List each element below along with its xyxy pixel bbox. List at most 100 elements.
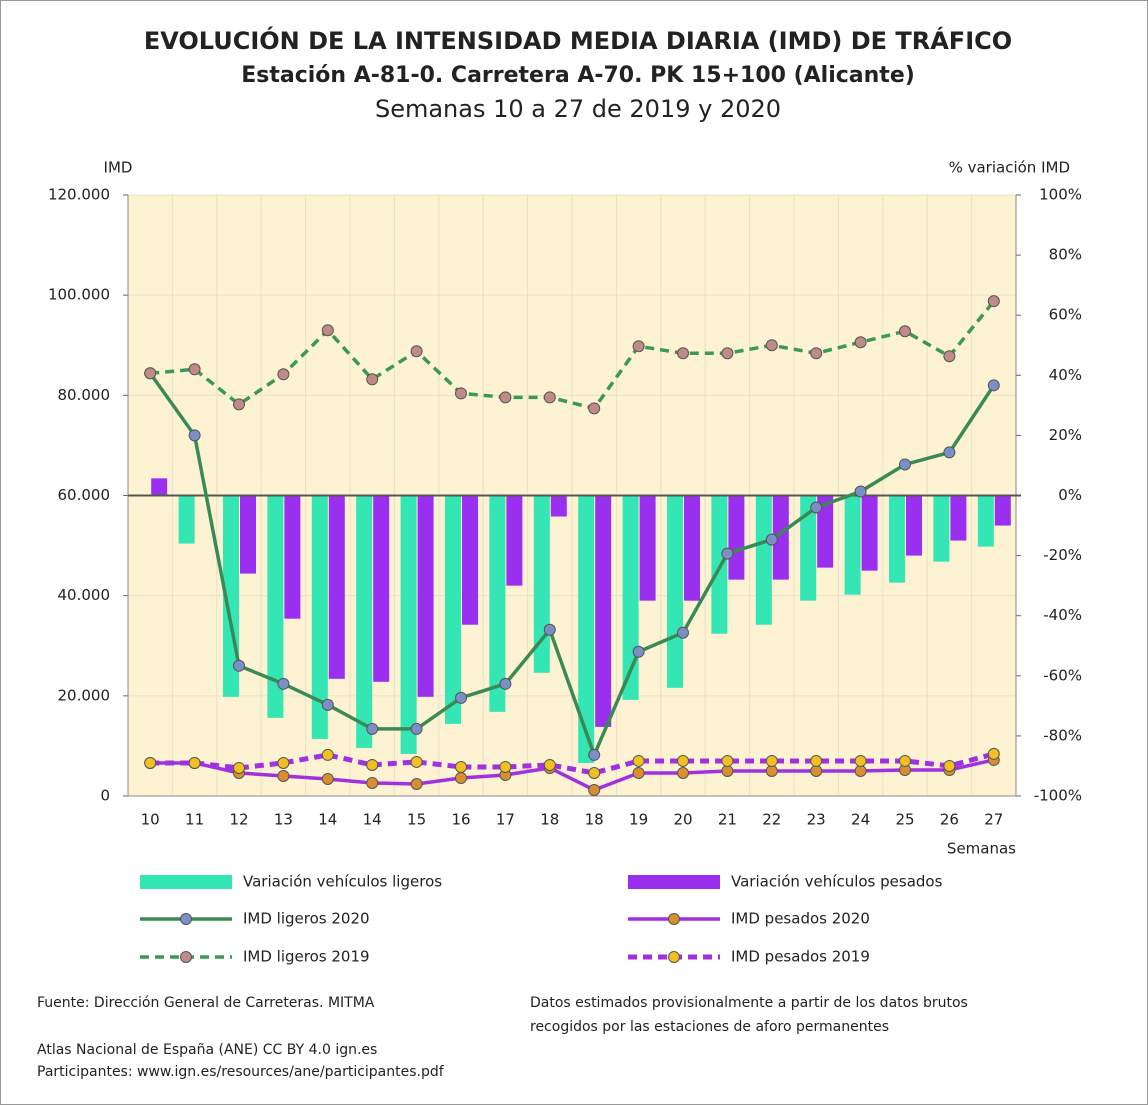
x-tick-label: 13: [274, 811, 293, 829]
y-tick-label: 120.000: [48, 186, 110, 204]
marker: [188, 756, 201, 769]
marker: [321, 772, 334, 785]
marker: [987, 295, 1000, 308]
marker: [455, 691, 467, 704]
marker: [765, 754, 778, 767]
y2-tick-label: 0%: [1058, 486, 1082, 504]
marker: [543, 623, 556, 636]
line: [150, 758, 995, 792]
marker: [499, 760, 512, 773]
y2-tick-label: 60%: [1049, 306, 1082, 324]
x-tick-label: 25: [895, 811, 914, 829]
marker: [499, 677, 512, 690]
x-tick-label: 21: [718, 811, 737, 829]
y2-tick-label: 40%: [1049, 366, 1082, 384]
marker: [410, 345, 423, 358]
marker: [233, 659, 245, 672]
chart-subtitle: Semanas 10 a 27 de 2019 y 2020: [375, 95, 781, 123]
bar: [684, 495, 700, 601]
bar: [889, 495, 905, 583]
bar: [639, 495, 656, 601]
marker: [233, 398, 245, 411]
y2-tick-label: -40%: [1043, 606, 1082, 624]
marker: [632, 340, 645, 353]
marker: [543, 391, 556, 404]
bar: [328, 495, 345, 679]
marker: [987, 379, 1000, 392]
marker: [366, 722, 379, 735]
x-tick-label: 24: [851, 811, 870, 829]
marker: [366, 373, 379, 386]
bar: [506, 495, 523, 586]
marker: [588, 766, 601, 779]
line: [148, 372, 996, 760]
marker: [499, 391, 512, 404]
marker: [854, 764, 867, 777]
marker: [854, 485, 867, 498]
marker: [321, 698, 334, 711]
y2-tick-label: 20%: [1049, 426, 1082, 444]
y-tick-label: 0: [100, 787, 110, 805]
bar: [977, 495, 994, 547]
note: Atlas Nacional de España (ANE) CC BY 4.0…: [37, 1042, 377, 1058]
y2-tick-label: 80%: [1049, 246, 1082, 264]
x-tick-label: 11: [185, 811, 204, 829]
bar: [151, 478, 168, 496]
marker: [987, 747, 1000, 760]
marker: [632, 645, 645, 658]
marker: [277, 368, 290, 381]
line: [150, 751, 995, 776]
y-tick-label: 80.000: [58, 386, 111, 404]
marker: [632, 754, 645, 767]
x-tick-label: 14: [363, 811, 382, 829]
legend-label: IMD ligeros 2020: [243, 910, 370, 928]
marker: [144, 756, 157, 769]
marker: [410, 777, 423, 790]
legend-swatch: [140, 875, 232, 889]
marker: [721, 754, 734, 767]
x-tick-label: 14: [318, 811, 337, 829]
marker: [943, 759, 956, 772]
x-tick-label: 18: [540, 811, 559, 829]
marker: [943, 350, 956, 363]
bar: [400, 495, 417, 754]
bar: [728, 495, 745, 580]
bar: [933, 495, 950, 562]
marker: [677, 754, 689, 767]
y2-tick-label: -100%: [1034, 787, 1082, 805]
marker: [721, 347, 734, 360]
y-tick-label: 40.000: [58, 586, 111, 604]
bar: [800, 495, 817, 601]
bar: [240, 495, 256, 574]
bar: [906, 495, 922, 556]
legend-label: IMD pesados 2020: [731, 910, 870, 928]
marker: [233, 761, 245, 774]
marker: [410, 755, 423, 768]
legend-label: Variación vehículos ligeros: [243, 873, 442, 891]
marker: [810, 764, 823, 777]
marker: [366, 758, 379, 771]
marker: [677, 626, 689, 639]
legend-label: Variación vehículos pesados: [731, 873, 943, 891]
marker: [588, 402, 601, 415]
x-tick-label: 19: [629, 811, 648, 829]
legend-label: IMD pesados 2019: [731, 948, 870, 966]
y-tick-label: 20.000: [58, 686, 111, 704]
bar: [178, 495, 195, 544]
marker: [765, 339, 778, 352]
x-tick-label: 20: [673, 811, 692, 829]
note: Fuente: Dirección General de Carreteras.…: [37, 995, 375, 1011]
line: [150, 300, 996, 411]
marker: [765, 533, 778, 546]
bar: [578, 495, 595, 763]
legend-label: IMD ligeros 2019: [243, 948, 370, 966]
bar: [950, 495, 967, 541]
legend-marker: [180, 951, 192, 963]
bar: [861, 495, 878, 571]
y2-tick-label: -60%: [1043, 666, 1082, 684]
marker: [277, 769, 290, 782]
x-tick-label: 27: [984, 811, 1003, 829]
marker: [632, 766, 645, 779]
marker: [455, 771, 467, 784]
marker: [677, 347, 689, 360]
